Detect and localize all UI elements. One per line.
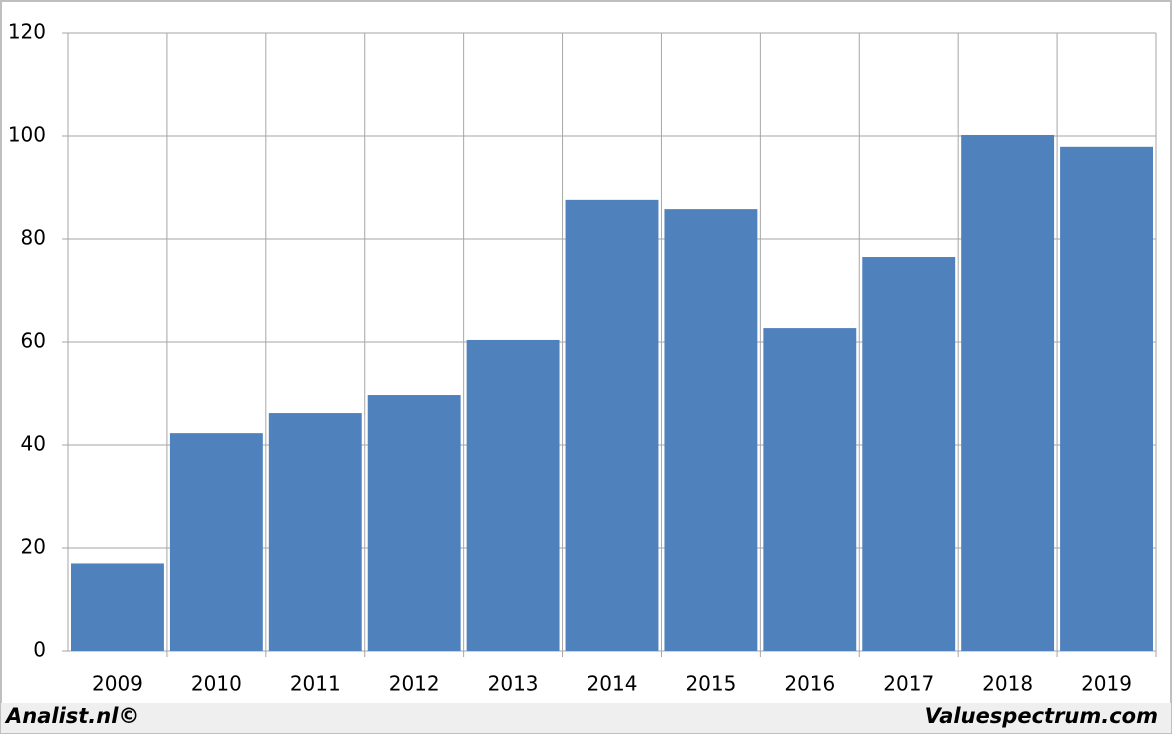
bar — [664, 209, 758, 651]
y-tick-label: 120 — [8, 20, 46, 44]
x-tick-label: 2019 — [1081, 672, 1132, 696]
y-tick-label: 60 — [21, 329, 46, 353]
bar — [169, 433, 263, 651]
bar — [763, 328, 857, 651]
x-tick-label: 2010 — [191, 672, 242, 696]
x-tick-label: 2016 — [784, 672, 835, 696]
bar — [961, 134, 1055, 652]
bar — [367, 395, 461, 651]
x-tick-label: 2009 — [92, 672, 143, 696]
bar — [1060, 146, 1153, 651]
y-tick-label: 100 — [8, 123, 46, 147]
x-tick-label: 2014 — [587, 672, 638, 696]
x-tick-label: 2017 — [883, 672, 934, 696]
footer-bar — [1, 703, 1171, 733]
footer-left: Analist.nl© — [4, 704, 139, 728]
bar — [71, 563, 164, 651]
x-tick-label: 2018 — [982, 672, 1033, 696]
x-tick-label: 2012 — [389, 672, 440, 696]
x-tick-label: 2015 — [685, 672, 736, 696]
y-tick-label: 20 — [21, 535, 46, 559]
y-tick-label: 80 — [21, 226, 46, 250]
x-tick-label: 2011 — [290, 672, 341, 696]
bar — [565, 199, 659, 652]
bar — [466, 339, 560, 651]
bar — [862, 257, 956, 651]
y-tick-label: 40 — [21, 432, 46, 456]
y-tick-label: 0 — [33, 638, 46, 662]
bar — [268, 413, 362, 651]
x-tick-label: 2013 — [488, 672, 539, 696]
footer-right: Valuespectrum.com — [925, 704, 1158, 728]
